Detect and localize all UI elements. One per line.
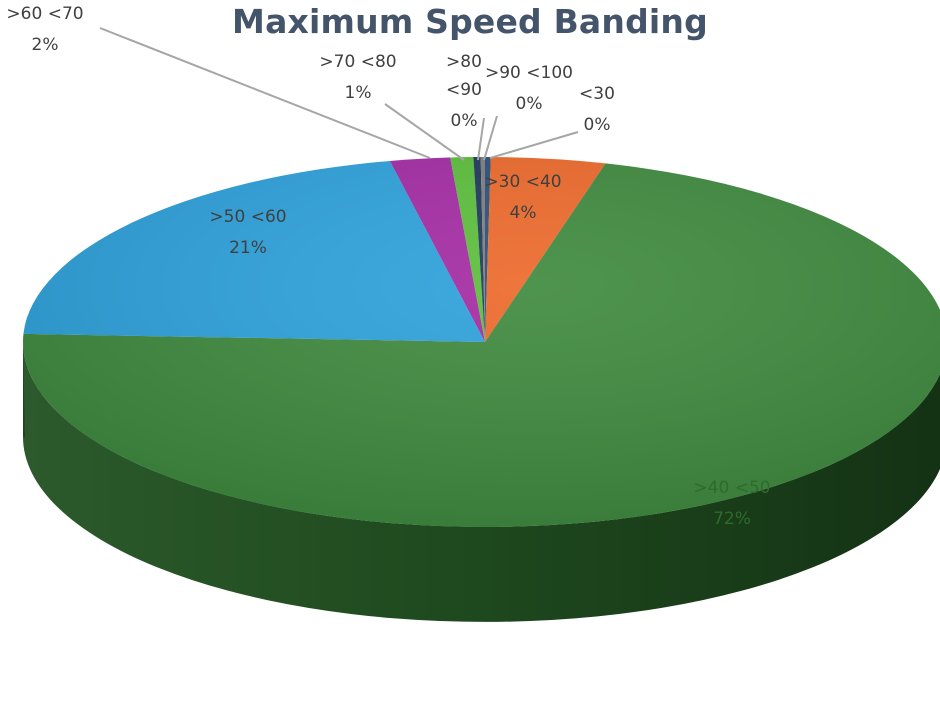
leader-line-0 bbox=[489, 131, 579, 159]
pie-side-layer bbox=[23, 342, 940, 622]
leader-line-6 bbox=[477, 117, 485, 161]
data-label-category-4: >60 <70 bbox=[6, 4, 83, 24]
leader-line-7 bbox=[483, 115, 498, 161]
pie-side-2 bbox=[23, 342, 940, 622]
pie-top-layer bbox=[23, 157, 940, 527]
data-labels: <30 0% >30 <40 4% >40 <50 72% >50 <60 21% >60 <7… bbox=[6, 4, 770, 529]
data-label-category-5: >70 <80 bbox=[319, 52, 396, 72]
data-label-value-7: 0% bbox=[516, 94, 543, 114]
leader-line-5 bbox=[384, 103, 465, 161]
pie-edge-2 bbox=[23, 342, 25, 437]
data-label-category-7: >90 <100 bbox=[485, 63, 573, 83]
data-label-value-3: 21% bbox=[229, 238, 267, 258]
data-label-category-2: >40 <50 bbox=[693, 478, 770, 498]
data-label-value-2: 72% bbox=[713, 509, 751, 529]
data-label-value-0: 0% bbox=[584, 115, 611, 135]
data-label-category-3: >50 <60 bbox=[209, 207, 286, 227]
data-label-category-1: >30 <40 bbox=[484, 172, 561, 192]
pie-top-shading bbox=[23, 157, 940, 527]
data-label-category-0: <30 bbox=[579, 84, 615, 104]
leader-line-4 bbox=[99, 27, 431, 159]
data-label-value-5: 1% bbox=[345, 83, 372, 103]
data-label-category-6-0: >80 bbox=[446, 52, 482, 72]
data-label-value-4: 2% bbox=[32, 35, 59, 55]
leader-lines bbox=[99, 27, 579, 161]
data-label-value-1: 4% bbox=[510, 203, 537, 223]
data-label-category-6-1: <90 bbox=[446, 80, 482, 100]
chart-title: Maximum Speed Banding bbox=[232, 2, 708, 41]
data-label-value-6: 0% bbox=[451, 111, 478, 131]
